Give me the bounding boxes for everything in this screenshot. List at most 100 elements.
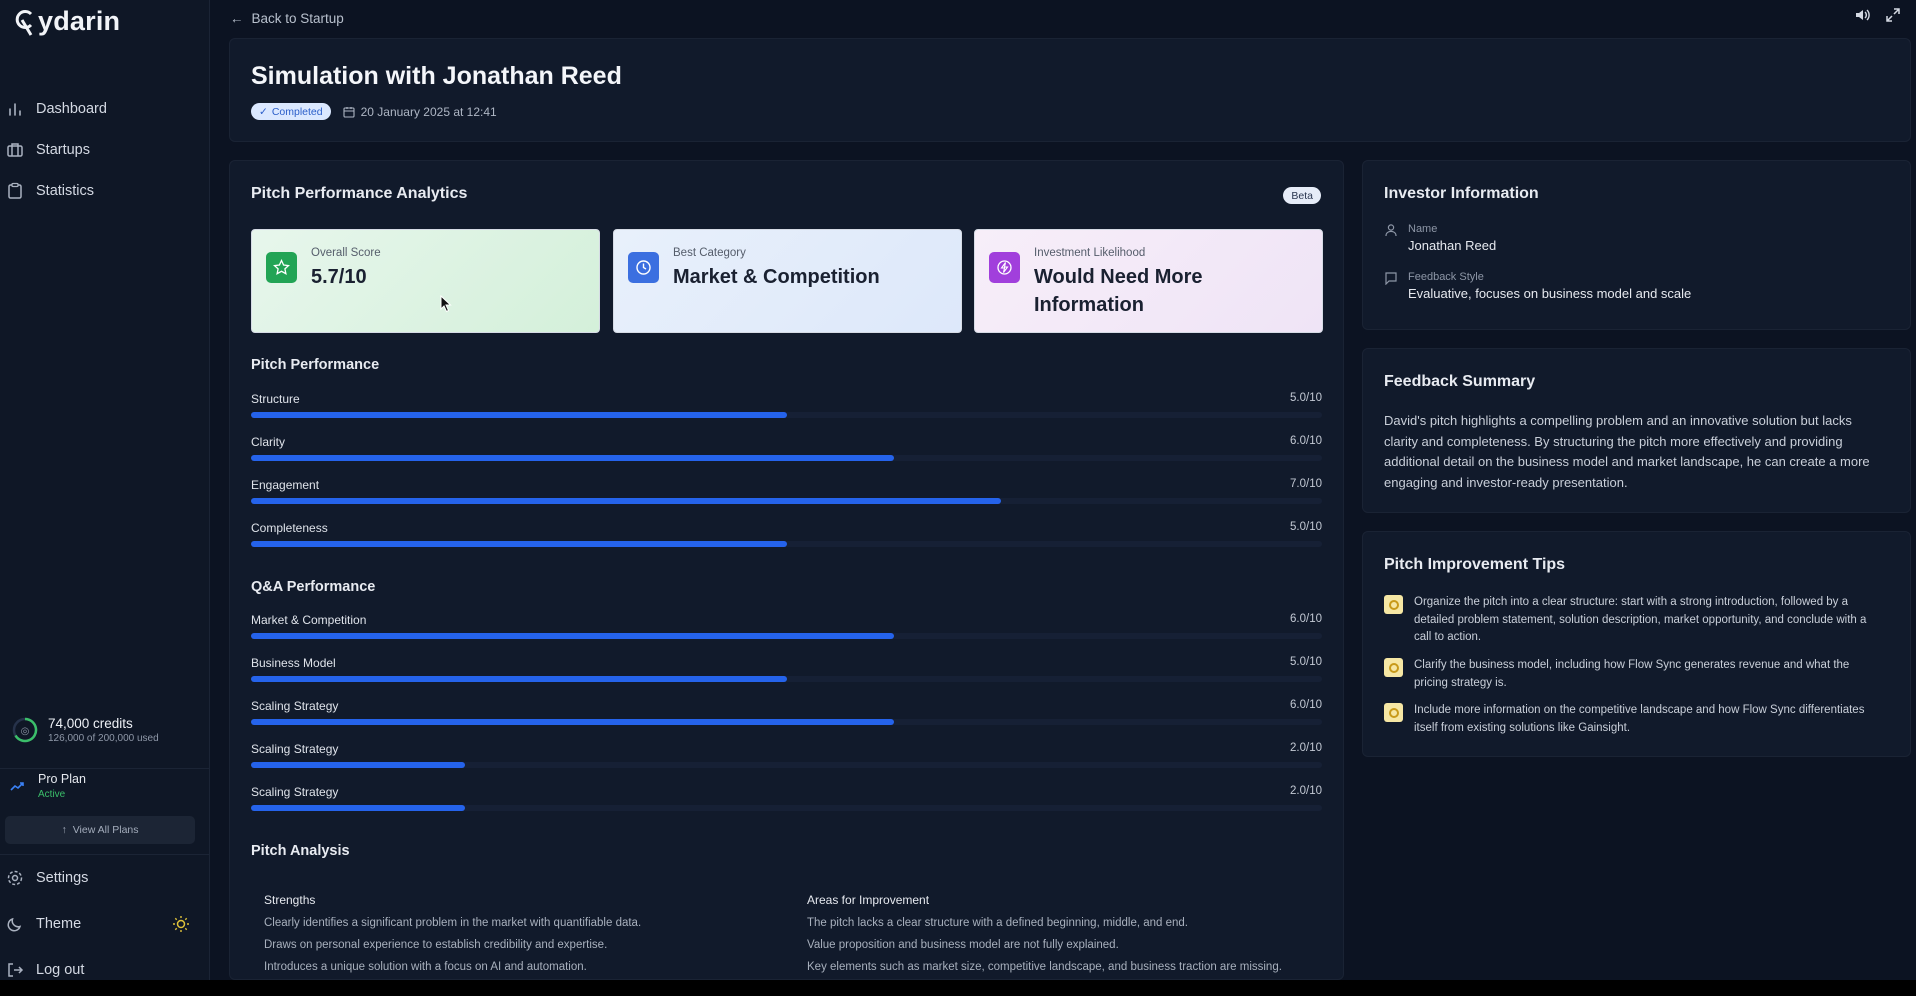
score-bar-value: 7.0/10 bbox=[1290, 478, 1322, 490]
sidebar-item-theme[interactable]: Theme bbox=[0, 901, 210, 947]
improvement-item: Value proposition and business model are… bbox=[807, 939, 1119, 951]
investor-info-title: Investor Information bbox=[1384, 185, 1539, 202]
logo-icon bbox=[12, 8, 36, 36]
strength-item: Clearly identifies a significant problem… bbox=[264, 917, 642, 929]
feedback-style: Evaluative, focuses on business model an… bbox=[1408, 286, 1692, 301]
sidebar-nav: Dashboard Startups Statistics bbox=[0, 88, 210, 211]
investor-info-card: Investor Information Name Jonathan Reed … bbox=[1362, 160, 1911, 330]
metric-label: Overall Score bbox=[311, 247, 381, 259]
score-bar-fill bbox=[251, 762, 466, 768]
metric-label: Best Category bbox=[673, 247, 746, 259]
score-bar-row: Completeness 5.0/10 bbox=[251, 521, 1322, 564]
score-bar-label: Market & Competition bbox=[251, 613, 367, 627]
score-bar-fill bbox=[251, 541, 787, 547]
score-bar-track bbox=[251, 676, 1322, 682]
pitch-performance-bars: Structure 5.0/10 Clarity 6.0/10 Engagement 7.… bbox=[251, 392, 1322, 564]
user-icon bbox=[1385, 224, 1397, 237]
investor-name-row: Name Jonathan Reed bbox=[1384, 223, 1496, 253]
fullscreen-icon[interactable] bbox=[1884, 6, 1902, 24]
sidebar-item-dashboard[interactable]: Dashboard bbox=[0, 88, 210, 129]
score-bar-track bbox=[251, 455, 1322, 461]
score-bar-track bbox=[251, 762, 1322, 768]
back-to-startup-link[interactable]: ← Back to Startup bbox=[230, 11, 344, 26]
sidebar-item-startups[interactable]: Startups bbox=[0, 129, 210, 170]
briefcase-icon bbox=[7, 142, 23, 157]
credits-used: 126,000 of 200,000 used bbox=[48, 733, 159, 744]
score-bar-label: Completeness bbox=[251, 521, 328, 535]
score-bar-track bbox=[251, 633, 1322, 639]
pitch-analysis-title: Pitch Analysis bbox=[251, 843, 350, 859]
score-bar-fill bbox=[251, 412, 787, 418]
lightbulb-icon bbox=[1384, 658, 1403, 677]
lightning-icon bbox=[989, 252, 1020, 283]
investment-likelihood-card: Investment Likelihood Would Need More In… bbox=[974, 229, 1323, 333]
logo-text: ydarin bbox=[38, 6, 121, 36]
improvement-title: Areas for Improvement bbox=[807, 893, 930, 907]
score-bar-fill bbox=[251, 633, 894, 639]
score-bar-fill bbox=[251, 455, 894, 461]
score-bar-label: Engagement bbox=[251, 478, 320, 492]
session-date: 20 January 2025 at 12:41 bbox=[343, 105, 497, 119]
score-bar-label: Scaling Strategy bbox=[251, 785, 339, 799]
divider bbox=[0, 768, 210, 769]
lightbulb-icon bbox=[1384, 703, 1403, 722]
volume-icon[interactable] bbox=[1854, 6, 1872, 24]
back-label: Back to Startup bbox=[251, 11, 344, 26]
feedback-summary-title: Feedback Summary bbox=[1384, 373, 1536, 390]
score-bar-row: Business Model 5.0/10 bbox=[251, 656, 1322, 699]
check-icon: ✓ bbox=[259, 105, 268, 118]
metric-value: 5.7/10 bbox=[311, 266, 367, 288]
bar-chart-icon bbox=[9, 102, 21, 116]
score-bar-row: Market & Competition 6.0/10 bbox=[251, 613, 1322, 656]
score-bar-value: 5.0/10 bbox=[1290, 392, 1322, 404]
qa-performance-title: Q&A Performance bbox=[251, 579, 376, 595]
score-bar-row: Scaling Strategy 2.0/10 bbox=[251, 742, 1322, 785]
score-bar-label: Structure bbox=[251, 392, 300, 406]
score-bar-value: 5.0/10 bbox=[1290, 656, 1322, 668]
metric-label: Investment Likelihood bbox=[1034, 247, 1146, 259]
calendar-icon bbox=[343, 106, 355, 118]
header-meta: ✓ Completed 20 January 2025 at 12:41 bbox=[251, 103, 497, 120]
date-label: 20 January 2025 at 12:41 bbox=[360, 104, 497, 119]
logo[interactable]: ydarin bbox=[12, 6, 120, 37]
score-bar-track bbox=[251, 719, 1322, 725]
score-bar-row: Scaling Strategy 6.0/10 bbox=[251, 699, 1322, 742]
mouse-cursor-icon bbox=[440, 295, 452, 313]
beta-badge: Beta bbox=[1283, 187, 1321, 204]
sidebar-item-label: Statistics bbox=[36, 182, 95, 199]
arrow-left-icon: ← bbox=[230, 11, 244, 26]
score-bar-track bbox=[251, 805, 1322, 811]
sidebar-item-settings[interactable]: Settings bbox=[0, 855, 210, 901]
strength-item: Draws on personal experience to establis… bbox=[264, 939, 608, 951]
tip-item: Organize the pitch into a clear structur… bbox=[1384, 594, 1884, 647]
score-bar-row: Engagement 7.0/10 bbox=[251, 478, 1322, 521]
view-all-plans-button[interactable]: ↑ View All Plans bbox=[5, 816, 195, 844]
investor-name: Jonathan Reed bbox=[1408, 238, 1497, 253]
pitch-analytics-card: Pitch Performance Analytics Beta Overall… bbox=[229, 160, 1344, 980]
score-bar-row: Scaling Strategy 2.0/10 bbox=[251, 785, 1322, 828]
sidebar-item-logout[interactable]: Log out bbox=[0, 947, 210, 993]
clipboard-icon bbox=[8, 182, 22, 199]
overall-score-card: Overall Score 5.7/10 bbox=[251, 229, 600, 333]
topbar-icons bbox=[1854, 6, 1902, 24]
svg-text:◎: ◎ bbox=[21, 726, 30, 737]
arrow-up-icon: ↑ bbox=[61, 824, 67, 836]
page-title: Simulation with Jonathan Reed bbox=[251, 62, 622, 90]
status-label: Completed bbox=[271, 105, 323, 118]
score-bar-label: Scaling Strategy bbox=[251, 699, 339, 713]
tip-text: Clarify the business model, including ho… bbox=[1414, 659, 1850, 689]
gear-icon bbox=[7, 870, 23, 886]
credits-ring-icon: ◎ bbox=[12, 717, 38, 743]
sidebar-item-statistics[interactable]: Statistics bbox=[0, 170, 210, 211]
strengths-column: Strengths Clearly identifies a significa… bbox=[264, 893, 641, 983]
lightbulb-icon bbox=[1384, 595, 1403, 614]
score-bar-value: 2.0/10 bbox=[1290, 742, 1322, 754]
pitch-performance-title: Pitch Performance bbox=[251, 357, 380, 373]
tip-item: Clarify the business model, including ho… bbox=[1384, 657, 1884, 692]
sidebar-item-label: Settings bbox=[36, 870, 89, 886]
plan-name: Pro Plan bbox=[38, 772, 86, 786]
sun-icon[interactable] bbox=[172, 915, 190, 933]
improvement-item: Key elements such as market size, compet… bbox=[807, 961, 1282, 973]
qa-performance-bars: Market & Competition 6.0/10 Business Model… bbox=[251, 613, 1322, 828]
message-icon bbox=[1385, 272, 1397, 285]
